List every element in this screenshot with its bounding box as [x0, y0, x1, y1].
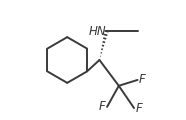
Text: HN: HN [88, 25, 106, 38]
Text: F: F [99, 100, 106, 113]
Text: F: F [139, 73, 145, 86]
Text: F: F [135, 102, 142, 115]
